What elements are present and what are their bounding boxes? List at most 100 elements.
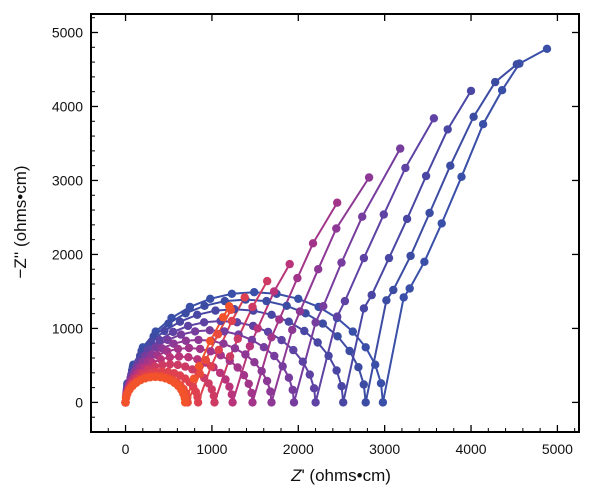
data-point-s2-11 — [262, 296, 271, 306]
x-tick-label-0: 0 — [122, 441, 130, 457]
data-point-s3-22 — [384, 253, 394, 263]
data-point-s12-19 — [180, 398, 190, 407]
data-point-s6-20 — [288, 325, 297, 335]
data-point-s1-19 — [378, 398, 388, 407]
data-point-s5-9 — [190, 327, 200, 336]
data-point-s7-12 — [206, 347, 215, 356]
data-point-s9-11 — [173, 360, 182, 370]
data-point-s10-19 — [193, 398, 203, 407]
data-point-s7-18 — [247, 388, 256, 398]
data-point-s1-28 — [542, 44, 552, 53]
data-point-s12-20 — [189, 374, 198, 383]
data-point-s8-18 — [227, 390, 236, 399]
data-point-s7-10 — [184, 343, 194, 353]
data-point-s6-23 — [332, 224, 341, 233]
data-point-s6-24 — [364, 173, 374, 182]
data-point-s2-27 — [512, 60, 521, 69]
data-point-s2-17 — [354, 363, 363, 372]
data-point-s8-12 — [193, 355, 202, 364]
series-line-1 — [124, 47, 548, 403]
data-point-s8-20 — [245, 342, 255, 351]
data-point-s3-6 — [160, 326, 169, 336]
data-point-s1-16 — [361, 343, 370, 352]
data-point-s6-21 — [295, 307, 305, 316]
data-point-s5-11 — [220, 327, 229, 336]
data-point-s1-24 — [457, 172, 466, 181]
data-point-s4-21 — [340, 296, 350, 306]
data-point-s6-13 — [230, 344, 240, 353]
data-point-s10-22 — [227, 316, 236, 326]
data-point-s1-17 — [371, 360, 380, 369]
data-point-s1-22 — [420, 257, 429, 266]
data-point-s7-16 — [239, 371, 249, 380]
data-point-s3-15 — [313, 338, 322, 347]
data-point-s9-9 — [158, 360, 167, 370]
data-point-s1-26 — [497, 86, 507, 95]
data-point-s1-23 — [437, 219, 446, 228]
data-point-s6-14 — [241, 350, 250, 359]
data-point-s3-17 — [332, 366, 341, 375]
data-point-s3-14 — [300, 326, 309, 336]
data-point-s9-22 — [248, 302, 257, 312]
y-tick-label-4: 4000 — [52, 98, 83, 114]
data-point-s9-17 — [207, 385, 216, 394]
x-axis-title-unit: ' (ohms•cm) — [301, 466, 390, 485]
data-point-s4-14 — [277, 335, 286, 345]
data-point-s4-6 — [155, 335, 164, 345]
data-point-s4-9 — [199, 318, 209, 327]
data-point-s6-17 — [262, 376, 272, 386]
data-point-s2-23 — [425, 208, 434, 218]
series-line-2 — [124, 63, 518, 403]
data-point-s3-9 — [211, 306, 220, 315]
data-point-s9-23 — [263, 276, 272, 286]
data-point-s7-22 — [293, 273, 302, 283]
data-point-s10-23 — [240, 293, 249, 302]
data-point-s12-21 — [194, 362, 204, 371]
data-point-s6-15 — [250, 358, 259, 367]
data-point-s3-7 — [175, 317, 185, 326]
data-point-s6-9 — [181, 336, 191, 345]
data-point-s3-8 — [193, 310, 202, 319]
data-point-s8-17 — [225, 382, 234, 391]
data-point-s7-23 — [308, 239, 318, 248]
data-point-s3-24 — [421, 171, 431, 181]
data-point-s9-21 — [233, 334, 242, 343]
data-point-s5-22 — [337, 258, 346, 267]
y-tick-label-5: 5000 — [52, 24, 83, 40]
data-point-s4-18 — [309, 384, 319, 393]
data-point-s5-16 — [278, 362, 287, 371]
data-point-s1-21 — [405, 284, 414, 293]
data-point-s8-21 — [253, 324, 262, 333]
x-tick-label-5: 5000 — [542, 441, 573, 457]
x-axis-title-italic: Z — [290, 466, 302, 485]
data-point-s6-16 — [257, 366, 266, 376]
data-point-s11-21 — [201, 356, 211, 365]
data-point-s5-18 — [288, 385, 297, 395]
data-point-s9-10 — [165, 360, 175, 369]
data-point-s10-20 — [206, 362, 216, 371]
data-point-s2-8 — [200, 301, 209, 310]
x-tick-label-4: 4000 — [455, 441, 486, 457]
data-point-s3-23 — [402, 214, 412, 224]
data-point-s6-12 — [219, 339, 228, 348]
data-point-s6-22 — [314, 265, 323, 274]
data-point-s7-17 — [244, 379, 253, 388]
data-point-s2-26 — [491, 77, 500, 87]
data-point-s5-14 — [259, 343, 269, 352]
data-point-s1-9 — [227, 289, 237, 298]
data-point-s7-24 — [333, 198, 342, 207]
axes-layer: 0 1000 2000 3000 4000 5000 0 1000 2000 3000 4000 50… — [52, 13, 580, 457]
data-point-s7-21 — [275, 315, 284, 324]
data-point-s2-16 — [345, 346, 354, 356]
data-point-s4-24 — [401, 163, 410, 173]
data-point-s9-18 — [209, 391, 218, 400]
data-point-s7-19 — [248, 398, 257, 407]
data-point-s4-15 — [289, 345, 298, 355]
data-point-s8-19 — [228, 398, 237, 407]
data-point-s2-7 — [181, 309, 190, 318]
data-point-s8-16 — [221, 375, 230, 384]
data-point-s1-15 — [348, 327, 357, 336]
data-point-s2-14 — [318, 319, 327, 328]
plot-frame — [90, 13, 580, 433]
